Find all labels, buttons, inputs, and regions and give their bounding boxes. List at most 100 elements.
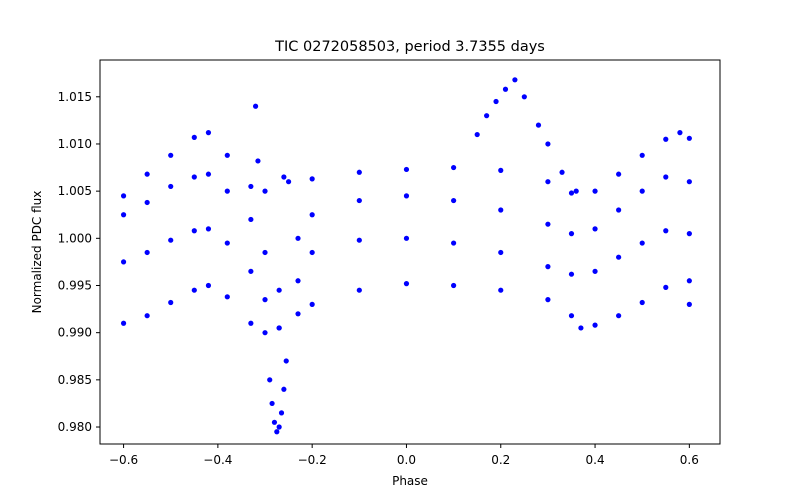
data-point-upper-band-12 bbox=[403, 193, 410, 199]
data-point-flare-arc-1 bbox=[484, 113, 490, 119]
data-point-upper-band-11 bbox=[356, 197, 362, 204]
y-axis: 0.980 0.985 0.990 0.995 1.000 1.005 1.010 1.015 bbox=[58, 90, 100, 434]
data-point-upper-envelope-0 bbox=[120, 193, 127, 199]
x-axis-label: Phase bbox=[392, 474, 428, 488]
data-point-lower-envelope-11 bbox=[356, 287, 362, 293]
y-tick-label-7: 1.015 bbox=[58, 90, 92, 104]
data-point-upper-band-19 bbox=[639, 188, 645, 194]
y-tick-label-6: 1.010 bbox=[58, 137, 92, 151]
data-point-lower-band-0 bbox=[120, 259, 127, 265]
data-point-outliers-0 bbox=[252, 103, 259, 109]
data-point-lower-envelope-7 bbox=[262, 330, 268, 336]
data-point-lower-band-5 bbox=[224, 240, 230, 246]
data-point-lower-band-12 bbox=[403, 235, 410, 241]
data-point-upper-band-8 bbox=[276, 287, 282, 293]
data-point-upper-envelope-7 bbox=[262, 188, 268, 194]
x-tick-label-4: 0.2 bbox=[491, 453, 510, 467]
data-point-flare-arc-2 bbox=[493, 98, 499, 105]
x-tick-label-3: 0.0 bbox=[397, 453, 416, 467]
y-axis-label: Normalized PDC flux bbox=[30, 191, 44, 314]
data-point-lower-band-18 bbox=[616, 254, 622, 260]
data-point-upper-band-10 bbox=[309, 212, 315, 218]
data-point-lower-band-7 bbox=[262, 297, 268, 303]
data-point-flare-arc-4 bbox=[512, 77, 518, 83]
y-tick-label-4: 1.000 bbox=[58, 231, 92, 245]
data-point-upper-band-18 bbox=[616, 207, 622, 213]
data-point-flare-arc-3 bbox=[502, 86, 509, 92]
data-point-lower-band-2 bbox=[168, 237, 174, 243]
data-point-upper-envelope-15 bbox=[568, 190, 575, 196]
x-tick-label-0: −0.6 bbox=[109, 453, 138, 467]
data-point-lower-band-20 bbox=[663, 228, 669, 234]
data-point-upper-band-17 bbox=[592, 226, 598, 232]
data-point-lower-envelope-4 bbox=[205, 282, 212, 289]
data-point-lower-envelope-9 bbox=[295, 311, 301, 317]
chart-title: TIC 0272058503, period 3.7355 days bbox=[274, 39, 545, 55]
x-tick-label-2: −0.2 bbox=[298, 453, 327, 467]
data-point-upper-envelope-3 bbox=[191, 134, 197, 140]
data-point-outliers-1 bbox=[686, 301, 692, 307]
data-point-outliers-3 bbox=[255, 158, 261, 164]
data-point-upper-envelope-1 bbox=[144, 171, 150, 177]
data-point-lower-band-14 bbox=[498, 249, 504, 256]
data-point-lower-envelope-18 bbox=[592, 322, 598, 328]
data-point-lower-band-1 bbox=[144, 249, 150, 256]
data-point-upper-envelope-9 bbox=[309, 176, 315, 182]
data-point-lower-envelope-14 bbox=[498, 287, 504, 293]
data-point-lower-band-10 bbox=[309, 249, 315, 256]
data-point-upper-band-15 bbox=[545, 221, 551, 227]
data-point-lower-envelope-17 bbox=[578, 325, 584, 331]
data-point-upper-band-14 bbox=[498, 207, 504, 213]
data-point-lower-band-17 bbox=[592, 268, 598, 274]
data-point-eclipse-dip-0 bbox=[267, 377, 273, 383]
data-point-upper-envelope-17 bbox=[616, 171, 622, 177]
data-point-upper-band-2 bbox=[168, 183, 174, 190]
y-tick-label-1: 0.985 bbox=[58, 373, 92, 387]
data-point-eclipse-dip-4 bbox=[276, 424, 282, 430]
data-point-lower-band-6 bbox=[248, 268, 254, 274]
data-point-upper-band-5 bbox=[224, 188, 230, 194]
data-point-upper-band-21 bbox=[686, 179, 692, 185]
data-point-upper-band-3 bbox=[191, 174, 197, 180]
data-point-lower-band-11 bbox=[356, 237, 362, 243]
data-point-lower-envelope-10 bbox=[309, 301, 315, 307]
data-point-upper-band-7 bbox=[262, 249, 268, 256]
data-point-lower-envelope-22 bbox=[686, 278, 692, 284]
data-point-flare-arc-5 bbox=[521, 94, 527, 100]
y-tick-label-2: 0.990 bbox=[58, 326, 92, 340]
data-point-flare-arc-7 bbox=[545, 141, 551, 147]
data-point-upper-envelope-19 bbox=[663, 136, 669, 142]
data-point-lower-envelope-13 bbox=[451, 282, 457, 289]
data-point-lower-envelope-16 bbox=[568, 313, 575, 319]
data-point-outliers-2 bbox=[281, 174, 287, 180]
data-point-lower-band-4 bbox=[205, 226, 212, 232]
data-point-eclipse-dip-1 bbox=[269, 400, 275, 407]
data-point-upper-band-16 bbox=[568, 231, 575, 237]
data-point-upper-band-0 bbox=[120, 212, 127, 218]
y-tick-label-5: 1.005 bbox=[58, 184, 92, 198]
plot-area-frame bbox=[99, 59, 721, 445]
data-point-upper-envelope-4 bbox=[205, 130, 212, 136]
data-point-eclipse-dip-3 bbox=[274, 429, 280, 435]
y-tick-label-3: 0.995 bbox=[58, 278, 92, 292]
data-point-lower-envelope-1 bbox=[144, 313, 150, 319]
data-point-lower-band-9 bbox=[295, 278, 301, 284]
data-point-upper-envelope-6 bbox=[248, 183, 254, 190]
data-point-upper-band-6 bbox=[248, 216, 254, 223]
data-point-upper-band-20 bbox=[663, 174, 669, 180]
x-axis: −0.6 −0.4 −0.2 0.0 0.2 0.4 0.6 bbox=[109, 444, 699, 467]
data-point-upper-band-1 bbox=[144, 199, 150, 206]
data-point-upper-envelope-2 bbox=[168, 152, 174, 158]
data-point-lower-band-3 bbox=[191, 228, 197, 234]
data-point-lower-envelope-21 bbox=[663, 284, 669, 290]
data-point-upper-envelope-18 bbox=[639, 152, 645, 158]
data-point-lower-envelope-15 bbox=[545, 297, 551, 303]
data-point-upper-envelope-16 bbox=[592, 188, 598, 194]
data-point-upper-envelope-5 bbox=[224, 152, 230, 158]
data-point-eclipse-dip-2 bbox=[271, 419, 278, 425]
data-point-upper-envelope-8 bbox=[285, 179, 292, 185]
data-point-upper-envelope-12 bbox=[451, 164, 457, 171]
data-point-upper-envelope-14 bbox=[545, 179, 551, 185]
